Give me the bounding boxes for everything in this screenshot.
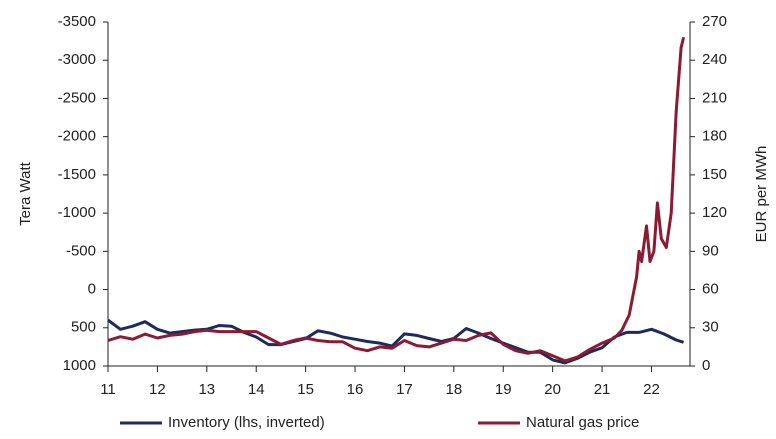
legend-label: Natural gas price: [526, 414, 639, 431]
y2-tick-label: 0: [702, 357, 710, 374]
y2-tick-label: 120: [702, 204, 727, 221]
y-tick-label: -2500: [58, 89, 96, 106]
x-tick-label: 16: [347, 381, 364, 398]
y-tick-label: 500: [71, 319, 96, 336]
y2-tick-label: 240: [702, 51, 727, 68]
y2-tick-label: 90: [702, 242, 719, 259]
x-tick-label: 11: [100, 381, 116, 398]
x-tick-label: 22: [643, 381, 660, 398]
y2-axis-title: EUR per MWh: [753, 146, 770, 243]
y-tick-label: -1500: [58, 166, 96, 183]
y-tick-label: -500: [66, 242, 96, 259]
y2-tick-label: 210: [702, 89, 727, 106]
y-axis-title: Tera Watt: [17, 161, 34, 225]
y-tick-label: -2000: [58, 128, 96, 145]
x-tick-label: 12: [149, 381, 166, 398]
y-tick-label: -3500: [58, 13, 96, 30]
x-tick-label: 19: [495, 381, 512, 398]
x-tick-label: 21: [594, 381, 611, 398]
y2-tick-label: 60: [702, 281, 719, 298]
y2-tick-label: 180: [702, 128, 727, 145]
series-line: [107, 36, 686, 363]
y-tick-label: 0: [88, 281, 96, 298]
x-tick-label: 15: [297, 381, 314, 398]
y-tick-label: -1000: [58, 204, 96, 221]
x-tick-label: 17: [396, 381, 413, 398]
x-tick-label: 14: [248, 381, 265, 398]
y2-tick-label: 270: [702, 13, 727, 30]
y2-tick-label: 30: [702, 319, 719, 336]
x-tick-label: 20: [544, 381, 561, 398]
y-tick-label: 1000: [63, 357, 96, 374]
series-line: [107, 318, 685, 365]
y-tick-label: -3000: [58, 51, 96, 68]
x-tick-label: 18: [445, 381, 462, 398]
y2-tick-label: 150: [702, 166, 727, 183]
legend-label: Inventory (lhs, inverted): [168, 414, 325, 431]
x-tick-label: 13: [198, 381, 215, 398]
